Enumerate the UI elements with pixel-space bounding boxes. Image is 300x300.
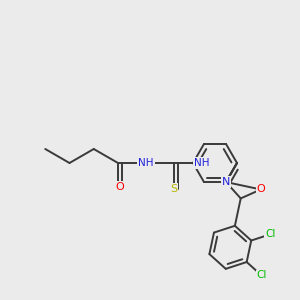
Text: N: N — [222, 177, 230, 187]
Text: NH: NH — [194, 158, 210, 168]
Text: O: O — [256, 184, 265, 194]
Text: Cl: Cl — [256, 270, 267, 280]
Text: Cl: Cl — [265, 229, 275, 239]
Text: S: S — [170, 184, 178, 194]
Text: NH: NH — [138, 158, 154, 168]
Text: O: O — [116, 182, 124, 192]
